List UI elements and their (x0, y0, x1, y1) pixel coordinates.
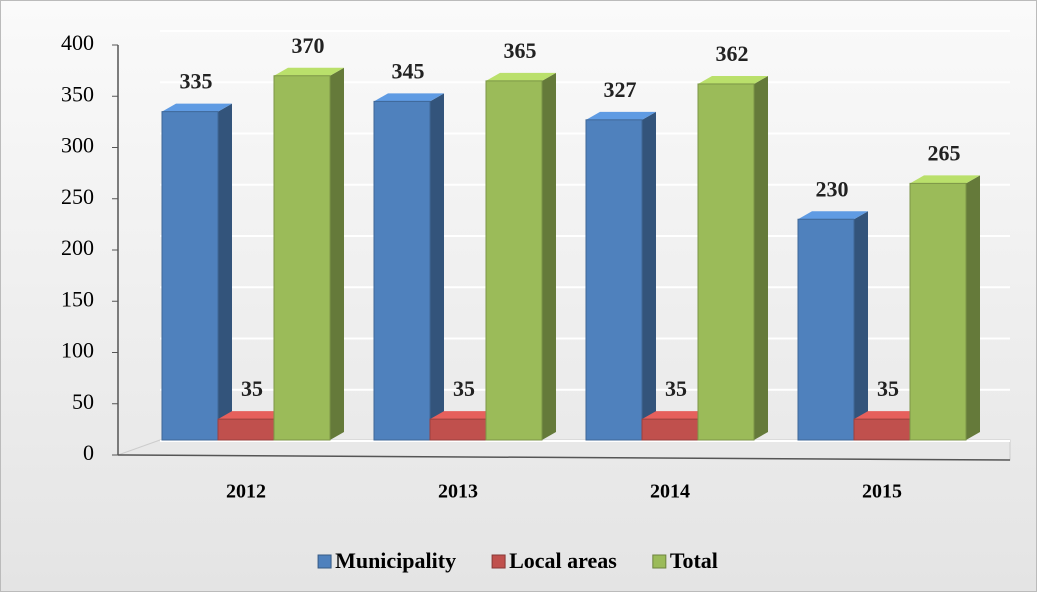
bar (585, 119, 643, 441)
bar-top (910, 175, 980, 184)
bar-side (542, 72, 556, 440)
y-tick-label: 100 (61, 338, 94, 363)
bar (217, 418, 275, 441)
x-tick-label: 2012 (226, 481, 266, 503)
y-tick-label: 400 (61, 30, 94, 55)
bar (161, 111, 219, 441)
x-tick-label: 2014 (650, 481, 690, 503)
y-tick-label: 300 (61, 133, 94, 158)
bar (273, 75, 331, 441)
bar-top (642, 411, 712, 420)
legend-label: Local areas (509, 548, 617, 573)
bar (641, 418, 699, 441)
bar-top (698, 75, 768, 84)
bar (909, 182, 967, 441)
legend-swatch (652, 554, 667, 569)
bar-side (854, 211, 868, 440)
value-label: 35 (877, 376, 899, 401)
bar-top (486, 72, 556, 81)
bar-side (430, 93, 444, 440)
x-tick-label: 2013 (438, 481, 478, 503)
bar-top (430, 411, 500, 420)
bar (797, 218, 855, 441)
bar-side (330, 67, 344, 440)
bar (697, 83, 755, 441)
y-tick-label: 200 (61, 235, 94, 260)
value-label: 265 (928, 140, 961, 165)
legend-swatch (317, 554, 332, 569)
bar-top (798, 211, 868, 220)
legend-swatch (491, 554, 506, 569)
y-tick-label: 250 (61, 184, 94, 209)
bar-top (274, 67, 344, 76)
bar (373, 100, 431, 441)
value-label: 365 (504, 38, 537, 63)
value-label: 35 (453, 376, 475, 401)
x-tick-label: 2015 (862, 481, 902, 503)
value-label: 230 (816, 176, 849, 201)
y-tick-label: 50 (72, 389, 94, 414)
bar-top (374, 93, 444, 102)
bar (853, 418, 911, 441)
value-label: 362 (716, 41, 749, 66)
value-label: 35 (665, 376, 687, 401)
bar (485, 80, 543, 441)
x-axis (117, 454, 1011, 461)
value-label: 345 (392, 58, 425, 83)
y-tick-label: 0 (83, 440, 94, 465)
bar (429, 418, 487, 441)
value-label: 370 (292, 33, 325, 58)
bar-side (966, 175, 980, 440)
bar-top (162, 103, 232, 112)
legend-label: Total (670, 548, 718, 573)
value-label: 335 (180, 69, 213, 94)
legend-label: Municipality (335, 548, 456, 573)
bar-top (854, 411, 924, 420)
bar-side (642, 111, 656, 440)
y-tick-label: 150 (61, 286, 94, 311)
bar-top (586, 111, 656, 120)
bar-side (754, 75, 768, 440)
bar-top (218, 411, 288, 420)
value-label: 327 (604, 77, 637, 102)
value-label: 35 (241, 376, 263, 401)
y-tick-label: 350 (61, 81, 94, 106)
bar-side (218, 103, 232, 440)
